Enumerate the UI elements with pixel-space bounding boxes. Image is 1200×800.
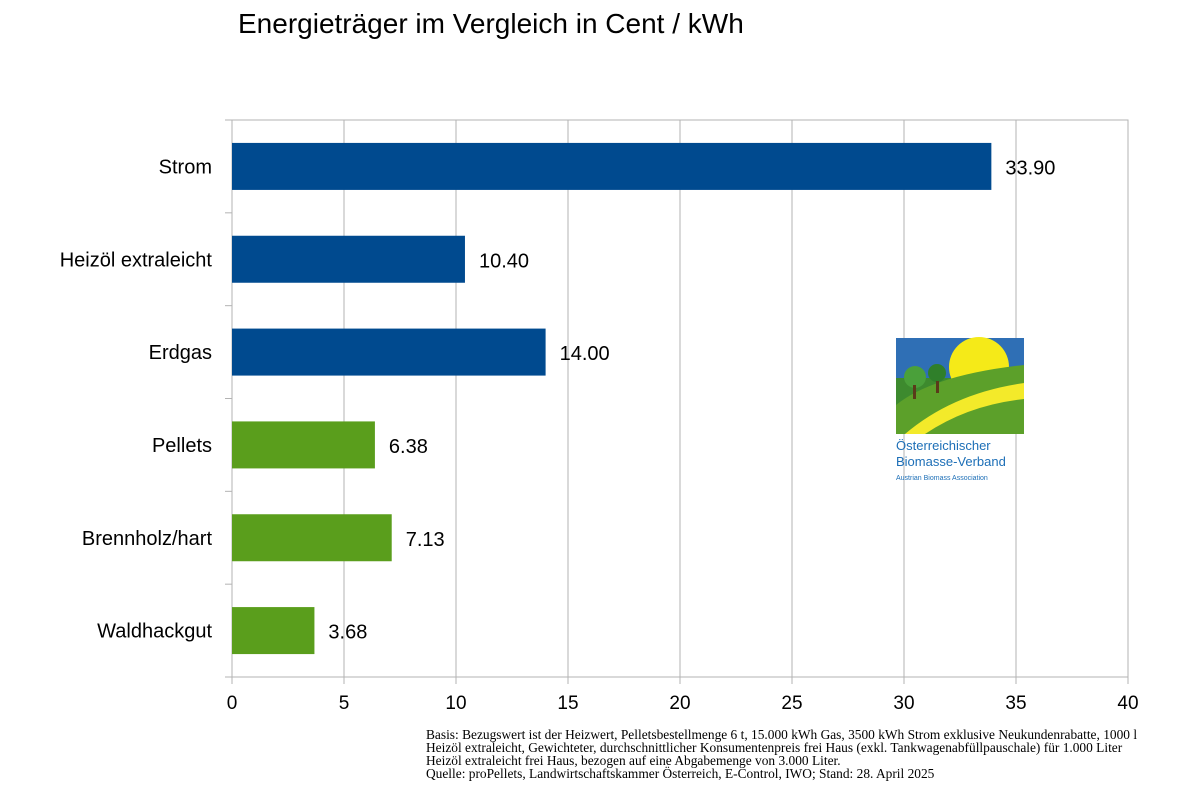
x-tick-label: 25 bbox=[781, 693, 802, 714]
category-label: Waldhackgut bbox=[97, 621, 212, 643]
bar bbox=[232, 421, 375, 469]
x-tick-label: 20 bbox=[669, 693, 690, 714]
data-label: 33.90 bbox=[1005, 157, 1055, 179]
data-label: 14.00 bbox=[560, 343, 610, 365]
x-tick-label: 35 bbox=[1005, 693, 1026, 714]
x-tick-label: 0 bbox=[227, 693, 238, 714]
footnote: Basis: Bezugswert ist der Heizwert, Pell… bbox=[426, 728, 1146, 780]
bar bbox=[232, 607, 315, 655]
bar bbox=[232, 142, 992, 190]
bar bbox=[232, 514, 392, 562]
data-label: 6.38 bbox=[389, 436, 428, 458]
logo-text-line1: Österreichischer bbox=[896, 438, 991, 453]
data-label: 7.13 bbox=[406, 529, 445, 551]
biomasse-verband-logo: Österreichischer Biomasse-Verband Austri… bbox=[896, 337, 1024, 482]
logo-text-line3: Austrian Biomass Association bbox=[896, 475, 988, 482]
category-label: Erdgas bbox=[149, 342, 212, 364]
x-tick-label: 15 bbox=[557, 693, 578, 714]
chart-title: Energieträger im Vergleich in Cent / kWh bbox=[238, 8, 744, 39]
x-tick-label: 5 bbox=[339, 693, 350, 714]
x-tick-label: 10 bbox=[445, 693, 466, 714]
x-tick-label: 40 bbox=[1117, 693, 1138, 714]
category-label: Brennholz/hart bbox=[82, 528, 213, 550]
bar bbox=[232, 235, 465, 283]
footnote-source: Quelle: proPellets, Landwirtschaftskamme… bbox=[426, 766, 935, 781]
logo-text-line2: Biomasse-Verband bbox=[896, 454, 1006, 469]
category-label: Pellets bbox=[152, 435, 212, 457]
bar bbox=[232, 328, 546, 376]
data-label: 3.68 bbox=[328, 622, 367, 644]
footnote-basis: Basis: Bezugswert ist der Heizwert, Pell… bbox=[426, 727, 1138, 768]
category-label: Strom bbox=[159, 156, 212, 178]
x-tick-label: 30 bbox=[893, 693, 914, 714]
category-label: Heizöl extraleicht bbox=[60, 249, 213, 271]
data-label: 10.40 bbox=[479, 250, 529, 272]
